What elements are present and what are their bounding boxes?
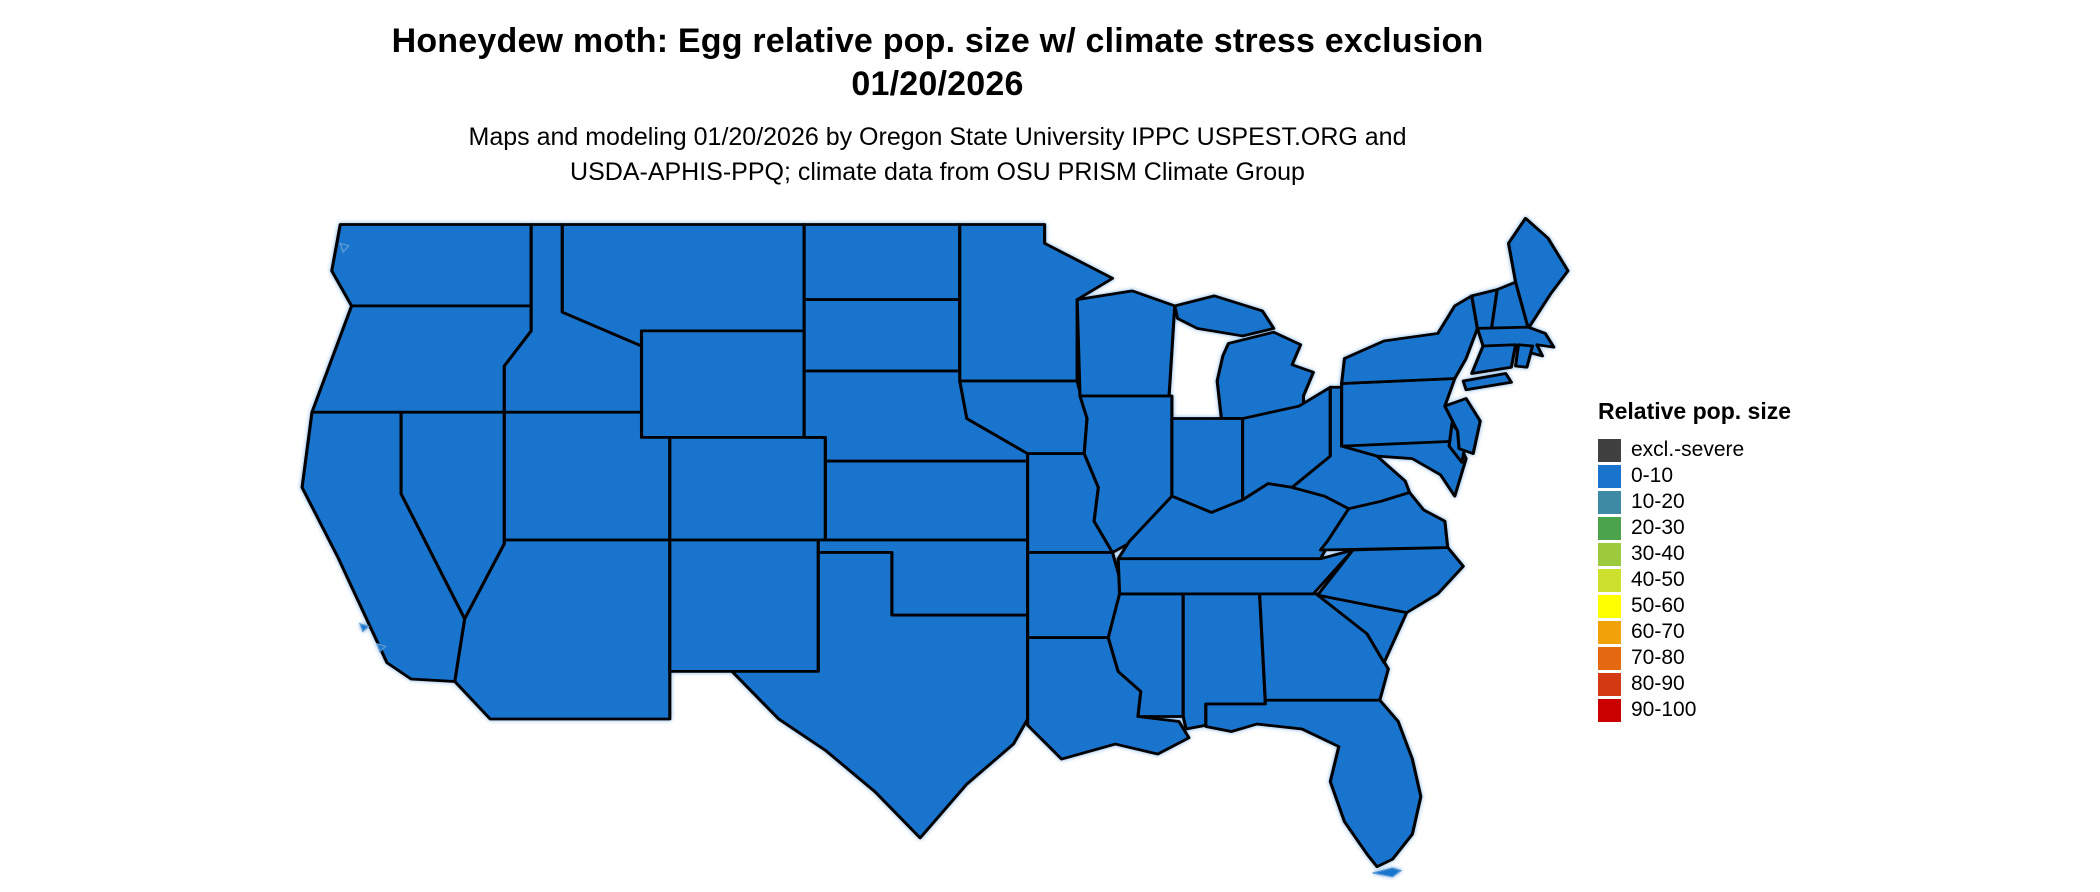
legend-item: 60-70: [1598, 619, 1791, 645]
legend-swatch-50-60: [1598, 594, 1621, 618]
legend-label: 40-50: [1631, 568, 1685, 591]
us-states-group: [300, 216, 1570, 878]
legend-item: 20-30: [1598, 515, 1791, 541]
us-map-svg: [300, 216, 1570, 878]
state-montana: [560, 223, 806, 348]
state-wyoming: [639, 329, 806, 439]
legend-label: 50-60: [1631, 594, 1685, 617]
legend-item: 70-80: [1598, 645, 1791, 671]
state-oregon: [310, 304, 533, 414]
legend-title: Relative pop. size: [1598, 398, 1792, 424]
map-title: Honeydew moth: Egg relative pop. size w/…: [0, 20, 1875, 105]
legend-item: 90-100: [1598, 697, 1791, 723]
legend-item: excl.-severe: [1598, 437, 1791, 463]
legend-label: 90-100: [1631, 698, 1697, 721]
legend-label: 70-80: [1631, 646, 1685, 669]
state-maine: [1506, 216, 1570, 330]
state-new-mexico: [668, 538, 820, 673]
state-michigan-lower-peninsula: [1215, 330, 1315, 420]
legend-label: excl.-severe: [1631, 438, 1745, 461]
state-washington: [330, 223, 533, 308]
state-florida: [1204, 698, 1423, 869]
legend-swatch-40-50: [1598, 568, 1621, 592]
title-line-1: Honeydew moth: Egg relative pop. size w/…: [391, 22, 1484, 60]
state-indiana: [1170, 417, 1245, 514]
legend-label: 80-90: [1631, 672, 1685, 695]
legend-label: 0-10: [1631, 464, 1674, 487]
state-north-dakota: [802, 223, 962, 302]
state-south-dakota: [802, 298, 962, 373]
subtitle-line-2: USDA-APHIS-PPQ; climate data from OSU PR…: [570, 157, 1305, 186]
legend-swatch-80-90: [1598, 672, 1621, 696]
legend-label: 60-70: [1631, 620, 1685, 643]
state-wisconsin: [1075, 289, 1177, 398]
title-line-2: 01/20/2026: [851, 64, 1024, 103]
us-map: [295, 212, 1575, 888]
subtitle-line-1: Maps and modeling 01/20/2026 by Oregon S…: [468, 123, 1407, 151]
legend-swatch-10-20: [1598, 490, 1621, 514]
puget-sound-islands: [339, 242, 350, 254]
legend-swatch-30-40: [1598, 542, 1621, 566]
state-pennsylvania: [1340, 377, 1460, 448]
map-subtitle: Maps and modeling 01/20/2026 by Oregon S…: [0, 120, 1875, 189]
legend-label: 10-20: [1631, 490, 1685, 513]
state-michigan-upper-peninsula: [1173, 294, 1276, 338]
legend-item: 10-20: [1598, 489, 1791, 515]
state-arkansas: [1026, 551, 1124, 640]
state-tennessee: [1116, 548, 1355, 596]
legend-swatch-70-80: [1598, 646, 1621, 670]
legend-item: 80-90: [1598, 671, 1791, 697]
legend-item: 50-60: [1598, 593, 1791, 619]
state-connecticut: [1470, 343, 1518, 375]
legend-swatch-20-30: [1598, 516, 1621, 540]
california-channel-islands-2: [375, 642, 387, 653]
florida-keys: [1372, 867, 1403, 878]
legend-item: 40-50: [1598, 567, 1791, 593]
legend-swatch-90-100: [1598, 698, 1621, 722]
state-colorado: [668, 435, 827, 542]
state-new-jersey: [1443, 397, 1482, 455]
legend-item: 0-10: [1598, 463, 1791, 489]
california-channel-islands: [358, 622, 370, 633]
legend-label: 20-30: [1631, 516, 1685, 539]
legend-swatch-excl-severe: [1598, 438, 1621, 462]
legend-swatch-60-70: [1598, 620, 1621, 644]
legend-label: 30-40: [1631, 542, 1685, 565]
legend-swatch-0-10: [1598, 464, 1621, 488]
state-texas: [730, 551, 1030, 840]
state-new-york-long-island: [1461, 372, 1513, 392]
state-new-york: [1340, 294, 1479, 385]
state-kansas: [823, 459, 1030, 542]
legend-item: 30-40: [1598, 541, 1791, 567]
legend: Relative pop. size excl.-severe 0-10 10-…: [1598, 398, 1791, 723]
state-rhode-island: [1514, 343, 1535, 369]
